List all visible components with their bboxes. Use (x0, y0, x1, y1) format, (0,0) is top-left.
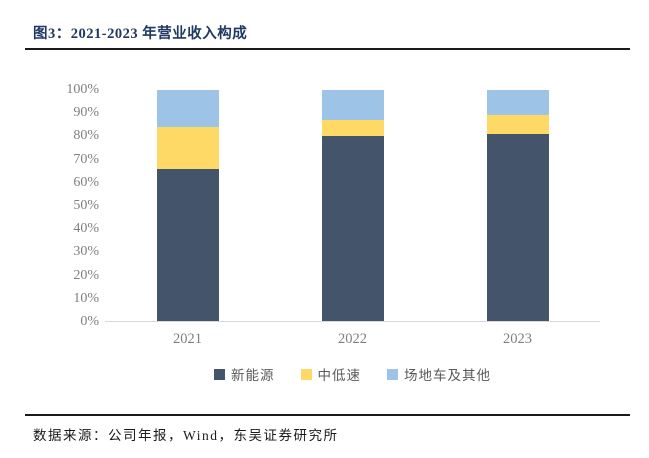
source-note: 数据来源：公司年报，Wind，东吴证券研究所 (33, 428, 339, 443)
legend-swatch-icon (387, 368, 398, 380)
stacked-bar-2021 (156, 90, 219, 321)
y-tick-label: 30% (73, 244, 99, 260)
y-tick-label: 50% (73, 198, 99, 213)
plot-area (105, 89, 600, 322)
bar-segment-新能源 (486, 133, 549, 321)
stacked-bar-2022 (321, 89, 384, 321)
legend-label: 中低速 (317, 368, 361, 383)
footer-rule (25, 414, 630, 416)
bar-segment-新能源 (156, 168, 219, 321)
y-tick-label: 0% (80, 314, 99, 329)
y-tick-label: 20% (73, 267, 99, 283)
x-tick-label: 2021 (173, 331, 202, 347)
bar-segment-场地车及其他 (321, 89, 384, 121)
legend-item-中低速: 中低速 (300, 364, 362, 384)
y-tick-label: 90% (73, 105, 99, 121)
x-axis: 2021 2022 2023 (105, 331, 600, 348)
legend-label: 新能源 (231, 368, 275, 383)
header-rule (25, 48, 630, 50)
y-tick-label: 80% (73, 128, 99, 144)
legend-label: 场地车及其他 (404, 368, 491, 383)
y-axis: 100% 90% 80% 70% 60% 50% 40% 30% 20% 10% 0% (0, 82, 99, 329)
y-tick-label: 40% (73, 221, 99, 237)
bar-segment-新能源 (321, 136, 384, 321)
bar-segment-场地车及其他 (156, 90, 219, 127)
legend-swatch-icon (214, 368, 225, 380)
y-tick-label: 70% (73, 151, 99, 167)
bar-segment-场地车及其他 (486, 90, 549, 116)
y-tick-label: 10% (73, 290, 99, 306)
legend-item-新能源: 新能源 (214, 364, 275, 384)
legend: 新能源 中低速 场地车及其他 (105, 364, 600, 384)
bar-segment-中低速 (321, 120, 384, 137)
x-tick-label: 2022 (338, 331, 367, 347)
figure-title: 图3：2021-2023 年营业收入构成 (33, 26, 248, 42)
legend-swatch-icon (300, 368, 312, 380)
bar-segment-中低速 (486, 115, 549, 134)
y-tick-label: 60% (73, 174, 99, 190)
bar-segment-中低速 (156, 126, 219, 169)
stacked-bar-2023 (486, 90, 549, 321)
x-tick-label: 2023 (503, 331, 532, 347)
y-tick-label: 100% (66, 82, 99, 97)
legend-item-场地车及其他: 场地车及其他 (387, 364, 491, 384)
